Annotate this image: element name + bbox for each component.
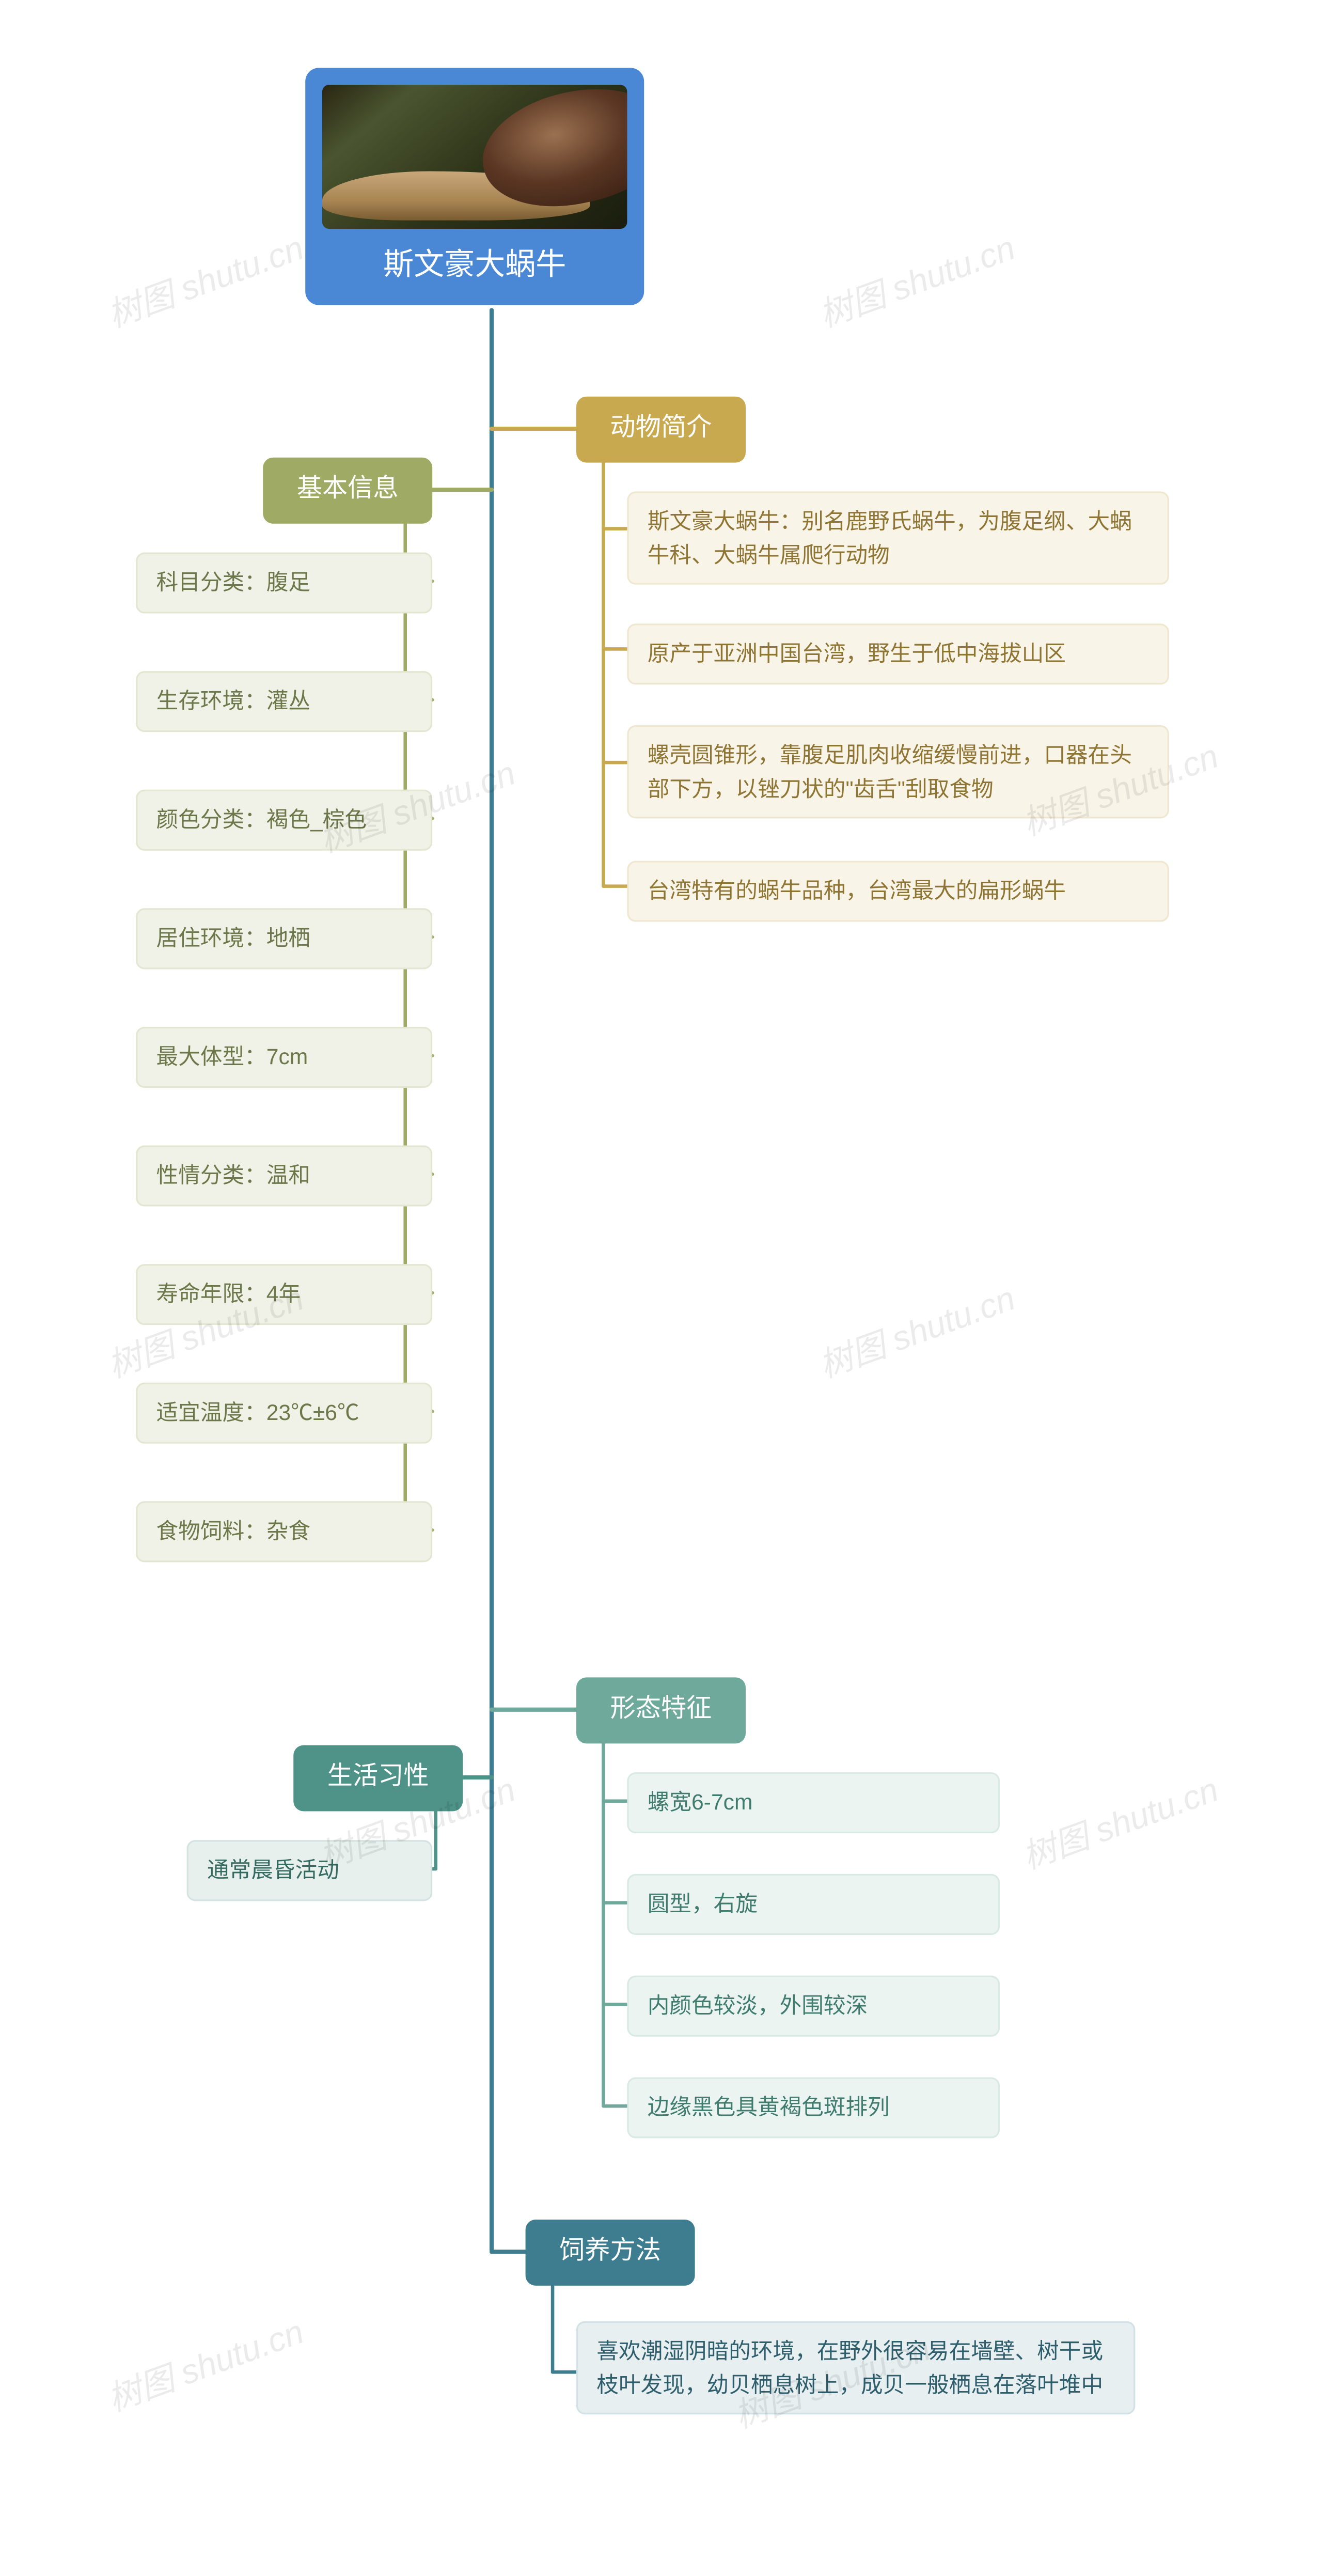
leaf-node[interactable]: 斯文豪大蜗牛：别名鹿野氏蜗牛，为腹足纲、大蜗牛科、大蜗牛属爬行动物 xyxy=(627,491,1169,584)
leaf-node[interactable]: 喜欢潮湿阴暗的环境，在野外很容易在墙壁、树干或枝叶发现，幼贝栖息树上，成贝一般栖… xyxy=(576,2321,1135,2414)
watermark: 树图 shutu.cn xyxy=(1015,1762,1224,1879)
leaf-node[interactable]: 内颜色较淡，外围较深 xyxy=(627,1976,1000,2036)
branch-label: 动物简介 xyxy=(610,414,712,443)
leaf-node[interactable]: 颜色分类：褐色_棕色 xyxy=(136,790,432,850)
leaf-node[interactable]: 螺壳圆锥形，靠腹足肌肉收缩缓慢前进，口器在头部下方，以锉刀状的"齿舌"刮取食物 xyxy=(627,725,1169,818)
branch-label: 形态特征 xyxy=(610,1694,712,1723)
leaf-node[interactable]: 科目分类：腹足 xyxy=(136,552,432,612)
watermark: 树图 shutu.cn xyxy=(811,221,1021,337)
leaf-node[interactable]: 生存环境：灌丛 xyxy=(136,671,432,731)
root-image xyxy=(322,85,627,229)
leaf-node[interactable]: 圆型，右旋 xyxy=(627,1874,1000,1934)
branch-basic-info[interactable]: 基本信息 xyxy=(263,458,432,523)
leaf-node[interactable]: 螺宽6-7cm xyxy=(627,1772,1000,1832)
leaf-node[interactable]: 寿命年限：4年 xyxy=(136,1264,432,1324)
branch-label: 生活习性 xyxy=(327,1762,429,1791)
leaf-node[interactable]: 适宜温度：23℃±6℃ xyxy=(136,1383,432,1443)
leaf-node[interactable]: 食物饲料：杂食 xyxy=(136,1501,432,1561)
leaf-node[interactable]: 居住环境：地栖 xyxy=(136,908,432,968)
leaf-node[interactable]: 性情分类：温和 xyxy=(136,1145,432,1205)
mindmap-stage: 斯文豪大蜗牛 基本信息 动物简介 形态特征 生活习性 饲养方法 科目分类：腹足生… xyxy=(1,0,1321,2575)
branch-habits[interactable]: 生活习性 xyxy=(293,1745,463,1810)
watermark: 树图 shutu.cn xyxy=(100,221,309,337)
leaf-node[interactable]: 原产于亚洲中国台湾，野生于低中海拔山区 xyxy=(627,623,1169,683)
branch-morphology[interactable]: 形态特征 xyxy=(576,1677,746,1742)
leaf-node[interactable]: 通常晨昏活动 xyxy=(187,1840,433,1900)
leaf-node[interactable]: 台湾特有的蜗牛品种，台湾最大的扁形蜗牛 xyxy=(627,861,1169,920)
canvas: 斯文豪大蜗牛 基本信息 动物简介 形态特征 生活习性 饲养方法 科目分类：腹足生… xyxy=(0,0,1322,2576)
branch-label: 基本信息 xyxy=(297,475,399,504)
root-node[interactable]: 斯文豪大蜗牛 xyxy=(305,68,644,305)
watermark: 树图 shutu.cn xyxy=(100,2305,309,2421)
watermark: 树图 shutu.cn xyxy=(811,1271,1021,1387)
branch-care[interactable]: 饲养方法 xyxy=(526,2220,695,2285)
branch-intro[interactable]: 动物简介 xyxy=(576,397,746,462)
root-title: 斯文豪大蜗牛 xyxy=(322,242,627,288)
branch-label: 饲养方法 xyxy=(559,2237,661,2266)
leaf-node[interactable]: 边缘黑色具黄褐色斑排列 xyxy=(627,2077,1000,2137)
leaf-node[interactable]: 最大体型：7cm xyxy=(136,1027,432,1087)
